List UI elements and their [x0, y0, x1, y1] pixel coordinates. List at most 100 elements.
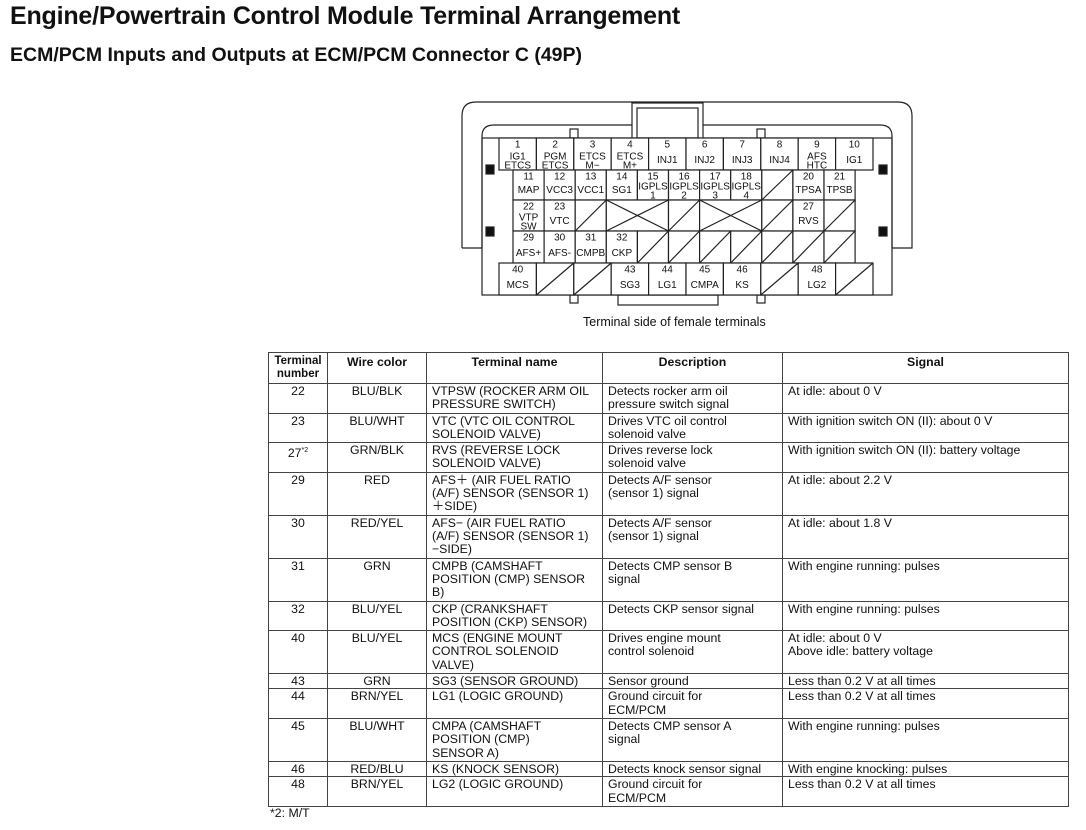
- diagonal-mark: [536, 262, 575, 296]
- table-row: 22 BLU/BLK VTPSW (ROCKER ARM OIL PRESSURE …: [268, 383, 1069, 414]
- wire-color-cell: BLU/BLK: [327, 383, 427, 414]
- terminal-number-cell: 29: [268, 471, 328, 516]
- terminal-30: 30 AFS-: [543, 230, 576, 264]
- latch-marker: [485, 226, 495, 237]
- connector-caption: Terminal side of female terminals: [583, 315, 766, 329]
- diagonal-mark: [574, 199, 607, 232]
- signal-cell: At idle: about 2.2 V: [782, 471, 1069, 516]
- terminal-number: 15: [647, 172, 659, 183]
- table-row: 43 GRN SG3 (SENSOR GROUND) Sensor ground Les…: [268, 672, 1069, 690]
- wire-color-cell: GRN: [327, 672, 427, 690]
- small-tab: [569, 294, 579, 304]
- terminal-number-cell: 44: [268, 688, 328, 719]
- terminal-32: 32 CKP: [605, 230, 638, 264]
- table-row: 40 BLU/YEL MCS (ENGINE MOUNT CONTROL SOLEN…: [268, 630, 1069, 674]
- terminal-20: 20 TPSA: [792, 169, 825, 201]
- diagonal-mark: [699, 230, 732, 264]
- diagonal-mark: [823, 230, 856, 264]
- signal-cell: With ignition switch ON (II): battery vo…: [782, 442, 1069, 473]
- diagonal-mark: [730, 230, 763, 264]
- terminal-label: LG2: [807, 280, 826, 291]
- description-cell: Sensor ground: [602, 672, 783, 690]
- terminal-number: 27: [803, 202, 815, 213]
- terminal-13: 13 VCC1: [574, 169, 607, 201]
- wire-color-cell: RED/BLU: [327, 760, 427, 778]
- terminal-label: SG3: [620, 280, 640, 291]
- terminal-number: 12: [554, 172, 566, 183]
- page-subtitle: ECM/PCM Inputs and Outputs at ECM/PCM Co…: [10, 44, 583, 66]
- blocked-cavity: [698, 199, 763, 232]
- terminal-label: ETCS M+: [617, 152, 644, 172]
- signal-cell: At idle: about 0 V: [782, 383, 1069, 414]
- wire-color-cell: GRN/BLK: [327, 442, 427, 473]
- terminal-number-cell: 43: [268, 672, 328, 690]
- small-tab: [756, 128, 766, 139]
- table-row: 32 BLU/YEL CKP (CRANKSHAFT POSITION (CKP) …: [268, 600, 1069, 631]
- terminal-label: CMPB: [576, 248, 605, 259]
- cross-mark: [606, 199, 669, 232]
- header-signal: Signal: [782, 352, 1069, 384]
- signal-cell: At idle: about 1.8 V: [782, 514, 1069, 559]
- empty-cavity: [636, 230, 670, 264]
- empty-cavity: [823, 230, 856, 264]
- terminal-number: 32: [616, 233, 628, 244]
- signal-cell: With engine running: pulses: [782, 717, 1069, 762]
- diagonal-mark: [761, 199, 794, 232]
- terminal-label: CMPA: [691, 280, 719, 291]
- terminal-number: 45: [699, 265, 711, 276]
- terminal-number: 13: [585, 172, 597, 183]
- terminal-name-cell: AFS− (AIR FUEL RATIO (A/F) SENSOR (SENSO…: [426, 514, 603, 559]
- table-row: 23 BLU/WHT VTC (VTC OIL CONTROL SOLENOID V…: [268, 412, 1069, 443]
- terminal-label: IGPLS 3: [700, 182, 730, 202]
- signal-cell: Less than 0.2 V at all times: [782, 688, 1069, 719]
- terminal-number: 46: [737, 265, 749, 276]
- table-row: 46 RED/BLU KS (KNOCK SENSOR) Detects knock …: [268, 760, 1069, 778]
- wire-color-cell: RED/YEL: [327, 514, 427, 559]
- terminal-number: 16: [678, 172, 690, 183]
- terminal-label: VTP SW: [519, 213, 539, 233]
- terminal-number-cell: 22: [268, 383, 328, 414]
- terminal-number: 1: [515, 140, 521, 151]
- terminal-name-cell: AFS＋ (AIR FUEL RATIO (A/F) SENSOR (SENSO…: [426, 471, 603, 516]
- empty-cavity: [730, 230, 763, 264]
- terminal-number-cell: 32: [268, 600, 328, 631]
- top-key-tab: [631, 102, 704, 139]
- terminal-number: 17: [710, 172, 722, 183]
- terminal-label: AFS HTC: [807, 152, 828, 172]
- terminal-label: AFS+: [516, 248, 541, 259]
- terminal-label: TPSA: [795, 185, 821, 196]
- signal-cell: With engine running: pulses: [782, 600, 1069, 631]
- terminal-number: 8: [777, 140, 783, 151]
- diagonal-mark: [668, 230, 701, 264]
- terminal-27: 27 RVS: [792, 199, 825, 232]
- table-row: 48 BRN/YEL LG2 (LOGIC GROUND) Ground circui…: [268, 776, 1069, 807]
- diagonal-mark: [792, 230, 825, 264]
- terminal-name-cell: CMPB (CAMSHAFT POSITION (CMP) SENSOR B): [426, 557, 603, 602]
- diagonal-mark: [668, 199, 701, 232]
- cross-mark: [699, 199, 763, 232]
- terminal-name-cell: LG2 (LOGIC GROUND): [426, 776, 603, 807]
- table-row: 44 BRN/YEL LG1 (LOGIC GROUND) Ground circui…: [268, 688, 1069, 719]
- terminal-name-cell: LG1 (LOGIC GROUND): [426, 688, 603, 719]
- terminal-label: SG1: [612, 185, 632, 196]
- terminal-40: 40 MCS: [498, 262, 538, 296]
- description-cell: Detects A/F sensor (sensor 1) signal: [602, 471, 783, 516]
- table-row: 29 RED AFS＋ (AIR FUEL RATIO (A/F) SENSOR (…: [268, 471, 1069, 516]
- diagonal-mark: [573, 262, 612, 296]
- terminal-7: 7 INJ3: [722, 137, 762, 171]
- terminal-label: KS: [735, 280, 749, 291]
- diagonal-mark: [636, 230, 669, 264]
- terminal-label: IGPLS 4: [732, 182, 762, 202]
- terminal-11: 11 MAP: [512, 169, 545, 201]
- description-cell: Detects A/F sensor (sensor 1) signal: [602, 514, 783, 559]
- footnote-ref: *2: [301, 447, 309, 454]
- terminal-number: 18: [741, 172, 753, 183]
- terminal-21: 21 TPSB: [823, 169, 856, 201]
- terminal-number: 10: [849, 140, 861, 151]
- terminal-number: 30: [554, 233, 566, 244]
- terminal-label: CKP: [612, 248, 633, 259]
- signal-cell: With ignition switch ON (II): about 0 V: [782, 412, 1069, 443]
